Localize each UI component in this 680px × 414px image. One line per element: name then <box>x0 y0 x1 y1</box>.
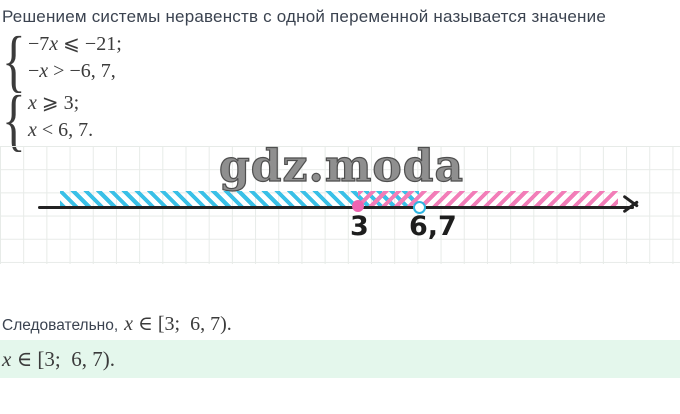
intro-text: Решением системы неравенств с одной пере… <box>2 7 606 26</box>
hatch-region-left-blue <box>60 191 419 206</box>
hatch-region-right-pink <box>358 191 618 206</box>
system-1-lines: −7x ⩽ −21; −x > −6, 7, <box>28 31 122 85</box>
system-2-lines: x ⩾ 3; x < 6, 7. <box>28 90 93 144</box>
closed-point-3 <box>352 200 364 212</box>
tick-label-3: 3 <box>350 211 369 242</box>
conclusion-prefix: Следовательно, <box>2 317 119 334</box>
inequality-system-1: { −7x ⩽ −21; −x > −6, 7, <box>2 27 122 95</box>
answer-box: x ∈ [3; 6, 7). <box>0 340 680 378</box>
open-point-6-7 <box>413 201 426 214</box>
math-line-1: x ⩾ 3; <box>28 92 80 114</box>
math-line-2: −x > −6, 7, <box>28 60 116 82</box>
system-brace: { <box>2 22 26 100</box>
watermark: gdz.moda <box>218 141 465 192</box>
tick-label-6-7: 6,7 <box>409 211 457 242</box>
math-line-1: −7x ⩽ −21; <box>28 33 122 55</box>
system-brace: { <box>2 81 26 159</box>
number-line-axis <box>38 206 634 209</box>
inequality-system-2: { x ⩾ 3; x < 6, 7. <box>2 86 93 154</box>
answer-math: x ∈ [3; 6, 7). <box>2 346 115 371</box>
conclusion-math: x ∈ [3; 6, 7). <box>124 313 232 335</box>
math-line-2: x < 6, 7. <box>28 119 94 141</box>
conclusion-line: Следовательно, x ∈ [3; 6, 7). <box>2 311 232 336</box>
